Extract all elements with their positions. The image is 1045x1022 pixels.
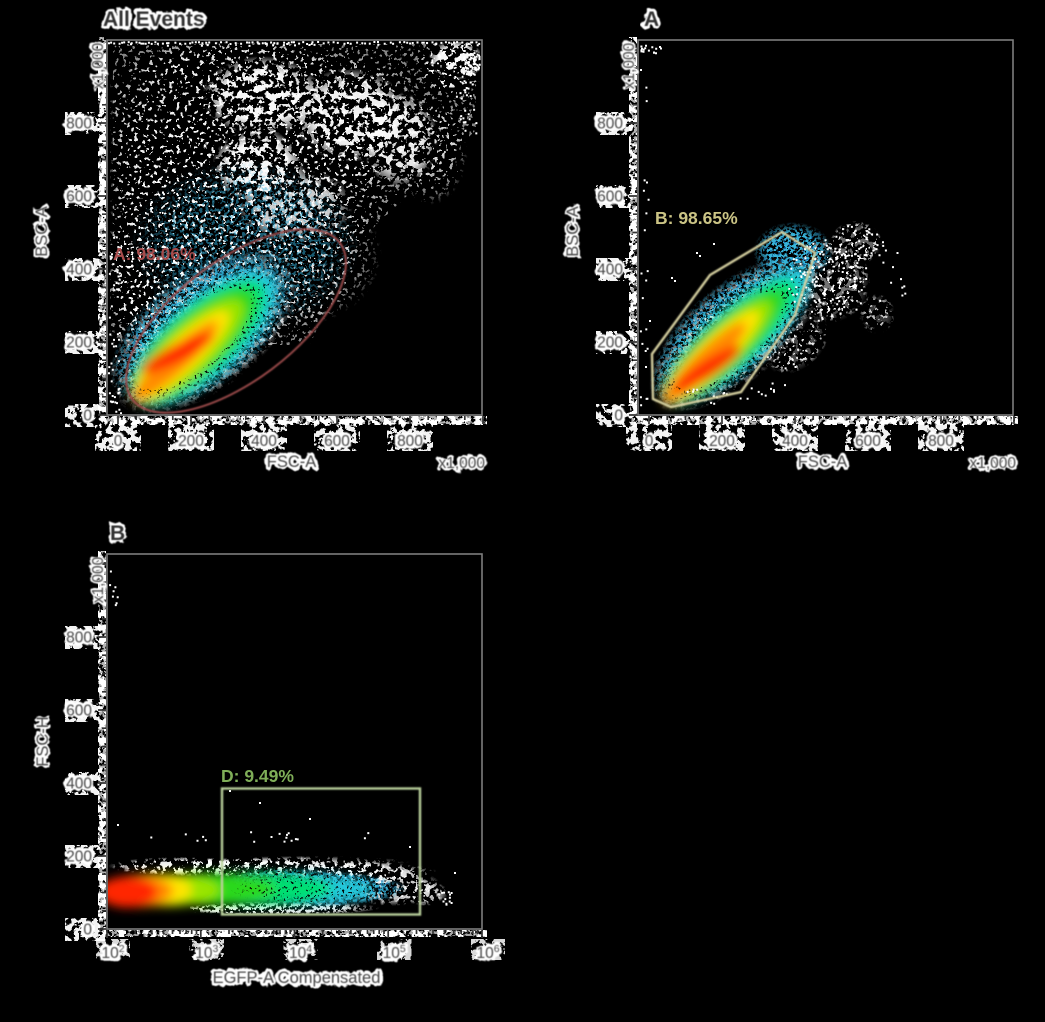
svg-text:A: A bbox=[644, 8, 659, 31]
svg-text:400: 400 bbox=[251, 433, 277, 450]
svg-text:200: 200 bbox=[709, 433, 735, 450]
svg-text:200: 200 bbox=[709, 433, 735, 450]
svg-text:x1,000: x1,000 bbox=[621, 42, 638, 89]
svg-text:800: 800 bbox=[66, 630, 92, 647]
svg-text:x1,000: x1,000 bbox=[969, 455, 1016, 472]
svg-text:200: 200 bbox=[66, 335, 92, 352]
svg-text:FSC-H: FSC-H bbox=[34, 716, 52, 766]
svg-text:600: 600 bbox=[66, 189, 92, 206]
svg-text:200: 200 bbox=[66, 849, 92, 866]
svg-text:600: 600 bbox=[324, 433, 350, 450]
svg-text:400: 400 bbox=[66, 776, 92, 793]
svg-text:600: 600 bbox=[324, 433, 350, 450]
svg-text:200: 200 bbox=[66, 849, 92, 866]
svg-text:x1,000: x1,000 bbox=[90, 556, 107, 603]
svg-text:x1,000: x1,000 bbox=[621, 42, 638, 89]
svg-text:400: 400 bbox=[782, 433, 808, 450]
svg-text:600: 600 bbox=[66, 189, 92, 206]
svg-text:0: 0 bbox=[645, 433, 654, 450]
svg-text:x1,000: x1,000 bbox=[969, 455, 1016, 472]
svg-text:FSC-H: FSC-H bbox=[34, 716, 52, 766]
svg-text:BSC-A: BSC-A bbox=[564, 206, 582, 256]
svg-text:200: 200 bbox=[178, 433, 204, 450]
svg-text:400: 400 bbox=[782, 433, 808, 450]
svg-text:600: 600 bbox=[66, 703, 92, 720]
svg-text:0: 0 bbox=[83, 922, 92, 939]
svg-text:600: 600 bbox=[855, 433, 881, 450]
svg-text:200: 200 bbox=[597, 335, 623, 352]
svg-text:A: A bbox=[644, 8, 659, 31]
svg-text:200: 200 bbox=[66, 335, 92, 352]
svg-text:400: 400 bbox=[66, 776, 92, 793]
svg-text:800: 800 bbox=[66, 116, 92, 133]
svg-text:BSC-A: BSC-A bbox=[33, 206, 51, 256]
svg-text:BSC-A: BSC-A bbox=[564, 206, 582, 256]
svg-text:600: 600 bbox=[597, 189, 623, 206]
svg-text:x1,000: x1,000 bbox=[438, 455, 485, 472]
svg-text:B: B bbox=[110, 522, 125, 545]
svg-text:800: 800 bbox=[597, 116, 623, 133]
svg-text:800: 800 bbox=[597, 116, 623, 133]
svg-text:800: 800 bbox=[928, 433, 954, 450]
svg-text:0: 0 bbox=[114, 433, 123, 450]
svg-text:0: 0 bbox=[83, 408, 92, 425]
svg-text:x1,000: x1,000 bbox=[90, 42, 107, 89]
svg-text:0: 0 bbox=[83, 408, 92, 425]
svg-text:0: 0 bbox=[645, 433, 654, 450]
svg-text:All Events: All Events bbox=[103, 8, 205, 31]
svg-text:0: 0 bbox=[614, 408, 623, 425]
svg-text:All Events: All Events bbox=[103, 8, 205, 31]
svg-text:x1,000: x1,000 bbox=[438, 455, 485, 472]
svg-text:EGFP-A Compensated: EGFP-A Compensated bbox=[213, 969, 381, 987]
svg-text:800: 800 bbox=[397, 433, 423, 450]
svg-text:A: 98.06%: A: 98.06% bbox=[113, 244, 196, 264]
svg-text:200: 200 bbox=[178, 433, 204, 450]
svg-text:600: 600 bbox=[855, 433, 881, 450]
svg-text:800: 800 bbox=[66, 630, 92, 647]
svg-text:0: 0 bbox=[614, 408, 623, 425]
svg-text:B: B bbox=[110, 522, 125, 545]
svg-text:400: 400 bbox=[251, 433, 277, 450]
svg-text:0: 0 bbox=[114, 433, 123, 450]
svg-text:0: 0 bbox=[83, 922, 92, 939]
svg-text:800: 800 bbox=[928, 433, 954, 450]
svg-text:400: 400 bbox=[66, 262, 92, 279]
svg-text:400: 400 bbox=[597, 262, 623, 279]
svg-text:FSC-A: FSC-A bbox=[798, 453, 848, 471]
svg-text:D: 9.49%: D: 9.49% bbox=[221, 766, 294, 786]
svg-text:400: 400 bbox=[66, 262, 92, 279]
svg-text:400: 400 bbox=[597, 262, 623, 279]
svg-text:800: 800 bbox=[66, 116, 92, 133]
svg-text:FSC-A: FSC-A bbox=[798, 453, 848, 471]
svg-text:600: 600 bbox=[66, 703, 92, 720]
svg-text:800: 800 bbox=[397, 433, 423, 450]
svg-text:x1,000: x1,000 bbox=[90, 556, 107, 603]
svg-text:EGFP-A Compensated: EGFP-A Compensated bbox=[213, 969, 381, 987]
svg-text:200: 200 bbox=[597, 335, 623, 352]
svg-text:FSC-A: FSC-A bbox=[267, 453, 317, 471]
svg-text:B: 98.65%: B: 98.65% bbox=[655, 208, 738, 228]
svg-text:600: 600 bbox=[597, 189, 623, 206]
svg-text:x1,000: x1,000 bbox=[90, 42, 107, 89]
svg-text:BSC-A: BSC-A bbox=[33, 206, 51, 256]
svg-text:FSC-A: FSC-A bbox=[267, 453, 317, 471]
